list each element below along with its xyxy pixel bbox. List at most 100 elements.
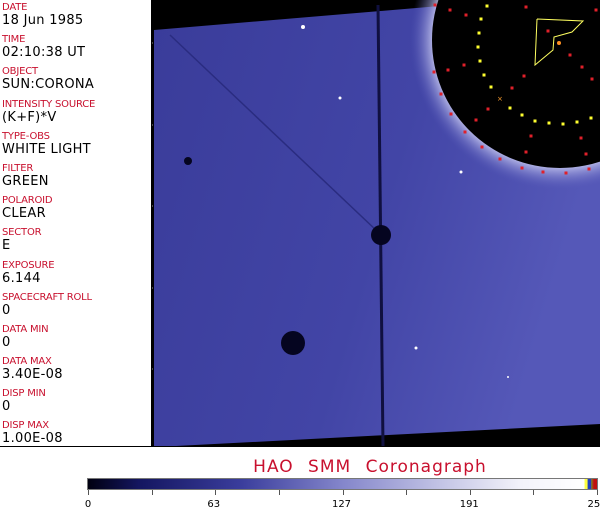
grid-point <box>464 13 468 17</box>
field-label: DISP MAX <box>2 420 49 432</box>
field-label: FILTER <box>2 162 34 174</box>
field-intensity-source: INTENSITY SOURCE (K+F)*V <box>0 97 151 129</box>
field-label: TYPE-OBS <box>2 130 50 142</box>
grid-point <box>589 116 593 120</box>
grid-point <box>463 130 467 134</box>
grid-point <box>432 70 436 74</box>
grid-point <box>529 134 533 138</box>
sun-center-marker: × <box>497 95 503 103</box>
field-label: DATE <box>2 2 28 13</box>
star <box>338 96 342 100</box>
field-value: 0 <box>2 399 11 415</box>
field-value: 3.40E-08 <box>2 367 63 383</box>
grid-point <box>520 113 524 117</box>
grid-point <box>489 85 493 89</box>
grid-point <box>533 119 537 123</box>
grid-point <box>498 157 502 161</box>
grid-point <box>478 59 482 63</box>
grid-point <box>439 92 443 96</box>
grid-point <box>482 73 486 77</box>
field-disp-max: DISP MAX 1.00E-08 <box>0 418 151 450</box>
field-value: WHITE LIGHT <box>2 141 91 157</box>
field-spacecraft-roll: SPACECRAFT ROLL 0 <box>0 290 151 322</box>
grid-point <box>479 17 483 21</box>
grid-point <box>480 145 484 149</box>
grid-point <box>575 120 579 124</box>
grid-point <box>580 65 584 69</box>
dark-spot <box>184 157 192 165</box>
grid-point <box>561 122 565 126</box>
field-sector: SECTOR E <box>0 225 151 257</box>
field-value: 1.00E-08 <box>2 431 63 447</box>
colorbar <box>87 478 598 490</box>
grid-point <box>448 8 452 12</box>
star <box>459 170 463 174</box>
field-type-obs: TYPE-OBS WHITE LIGHT <box>0 129 151 161</box>
colorbar-tick <box>88 490 89 495</box>
grid-point <box>433 3 437 7</box>
field-label: POLAROID <box>2 195 53 207</box>
star <box>301 25 305 29</box>
grid-point <box>477 31 481 35</box>
field-label: SECTOR <box>2 227 42 239</box>
dark-spot <box>281 331 305 355</box>
field-value: GREEN <box>2 173 49 189</box>
grid-point <box>520 166 524 170</box>
grid-point <box>462 63 466 67</box>
grid-point <box>584 152 588 156</box>
grid-point <box>474 118 478 122</box>
field-data-min: DATA MIN 0 <box>0 322 151 354</box>
star <box>507 376 509 378</box>
grid-point <box>594 8 598 12</box>
colorbar-tick-label: 0 <box>84 499 92 510</box>
field-value: 18 Jun 1985 <box>2 13 84 28</box>
colorbar-tick-label: 191 <box>459 499 479 510</box>
marker-dot <box>557 41 561 45</box>
grid-point <box>587 167 591 171</box>
field-value: 02:10:38 UT <box>2 45 86 61</box>
coordinate-grid-overlay <box>432 3 598 175</box>
grid-point <box>476 45 480 49</box>
field-time: TIME 02:10:38 UT <box>0 32 151 64</box>
field-label: DATA MIN <box>2 323 49 335</box>
field-label: TIME <box>2 34 26 46</box>
field-data-max: DATA MAX 3.40E-08 <box>0 354 151 386</box>
grid-point <box>568 53 572 57</box>
diagonal-streak <box>169 34 379 233</box>
field-value: CLEAR <box>2 206 46 222</box>
colorbar-tick <box>151 490 153 495</box>
field-label: INTENSITY SOURCE <box>2 98 96 110</box>
coronagraph-image: × <box>152 0 600 447</box>
field-value: 0 <box>2 302 11 318</box>
grid-point <box>446 68 450 72</box>
colorbar-tick <box>597 490 598 495</box>
field-value: 0 <box>2 334 11 350</box>
field-value: (K+F)*V <box>2 109 57 125</box>
instrument-title: HAO SMM Coronagraph <box>253 457 487 477</box>
field-exposure: EXPOSURE 6.144 <box>0 258 151 290</box>
colorbar-tick <box>342 490 344 495</box>
grid-point <box>486 107 490 111</box>
grid-point <box>485 4 489 8</box>
grid-point <box>541 170 545 174</box>
field-disp-min: DISP MIN 0 <box>0 386 151 418</box>
field-polaroid: POLAROID CLEAR <box>0 193 151 225</box>
grid-point <box>547 121 551 125</box>
field-filter: FILTER GREEN <box>0 161 151 193</box>
grid-point <box>522 74 526 78</box>
field-value: 6.144 <box>2 270 41 286</box>
colorbar-tick <box>406 490 408 495</box>
field-object: OBJECT SUN:CORONA <box>0 64 151 96</box>
header-info-panel: DATE 18 Jun 1985 TIME 02:10:38 UT OBJECT SUN:… <box>0 0 152 447</box>
grid-point <box>510 86 514 90</box>
colorbar-tick-label: 63 <box>207 499 221 510</box>
field-label: OBJECT <box>2 66 38 78</box>
pylon-disk <box>371 225 391 245</box>
grid-point <box>564 171 568 175</box>
orientation-marker <box>534 18 585 67</box>
grid-point <box>579 136 583 140</box>
grid-point <box>524 150 528 154</box>
field-label: EXPOSURE <box>2 259 55 271</box>
colorbar-tick <box>533 490 535 495</box>
field-label: SPACECRAFT ROLL <box>2 291 92 303</box>
